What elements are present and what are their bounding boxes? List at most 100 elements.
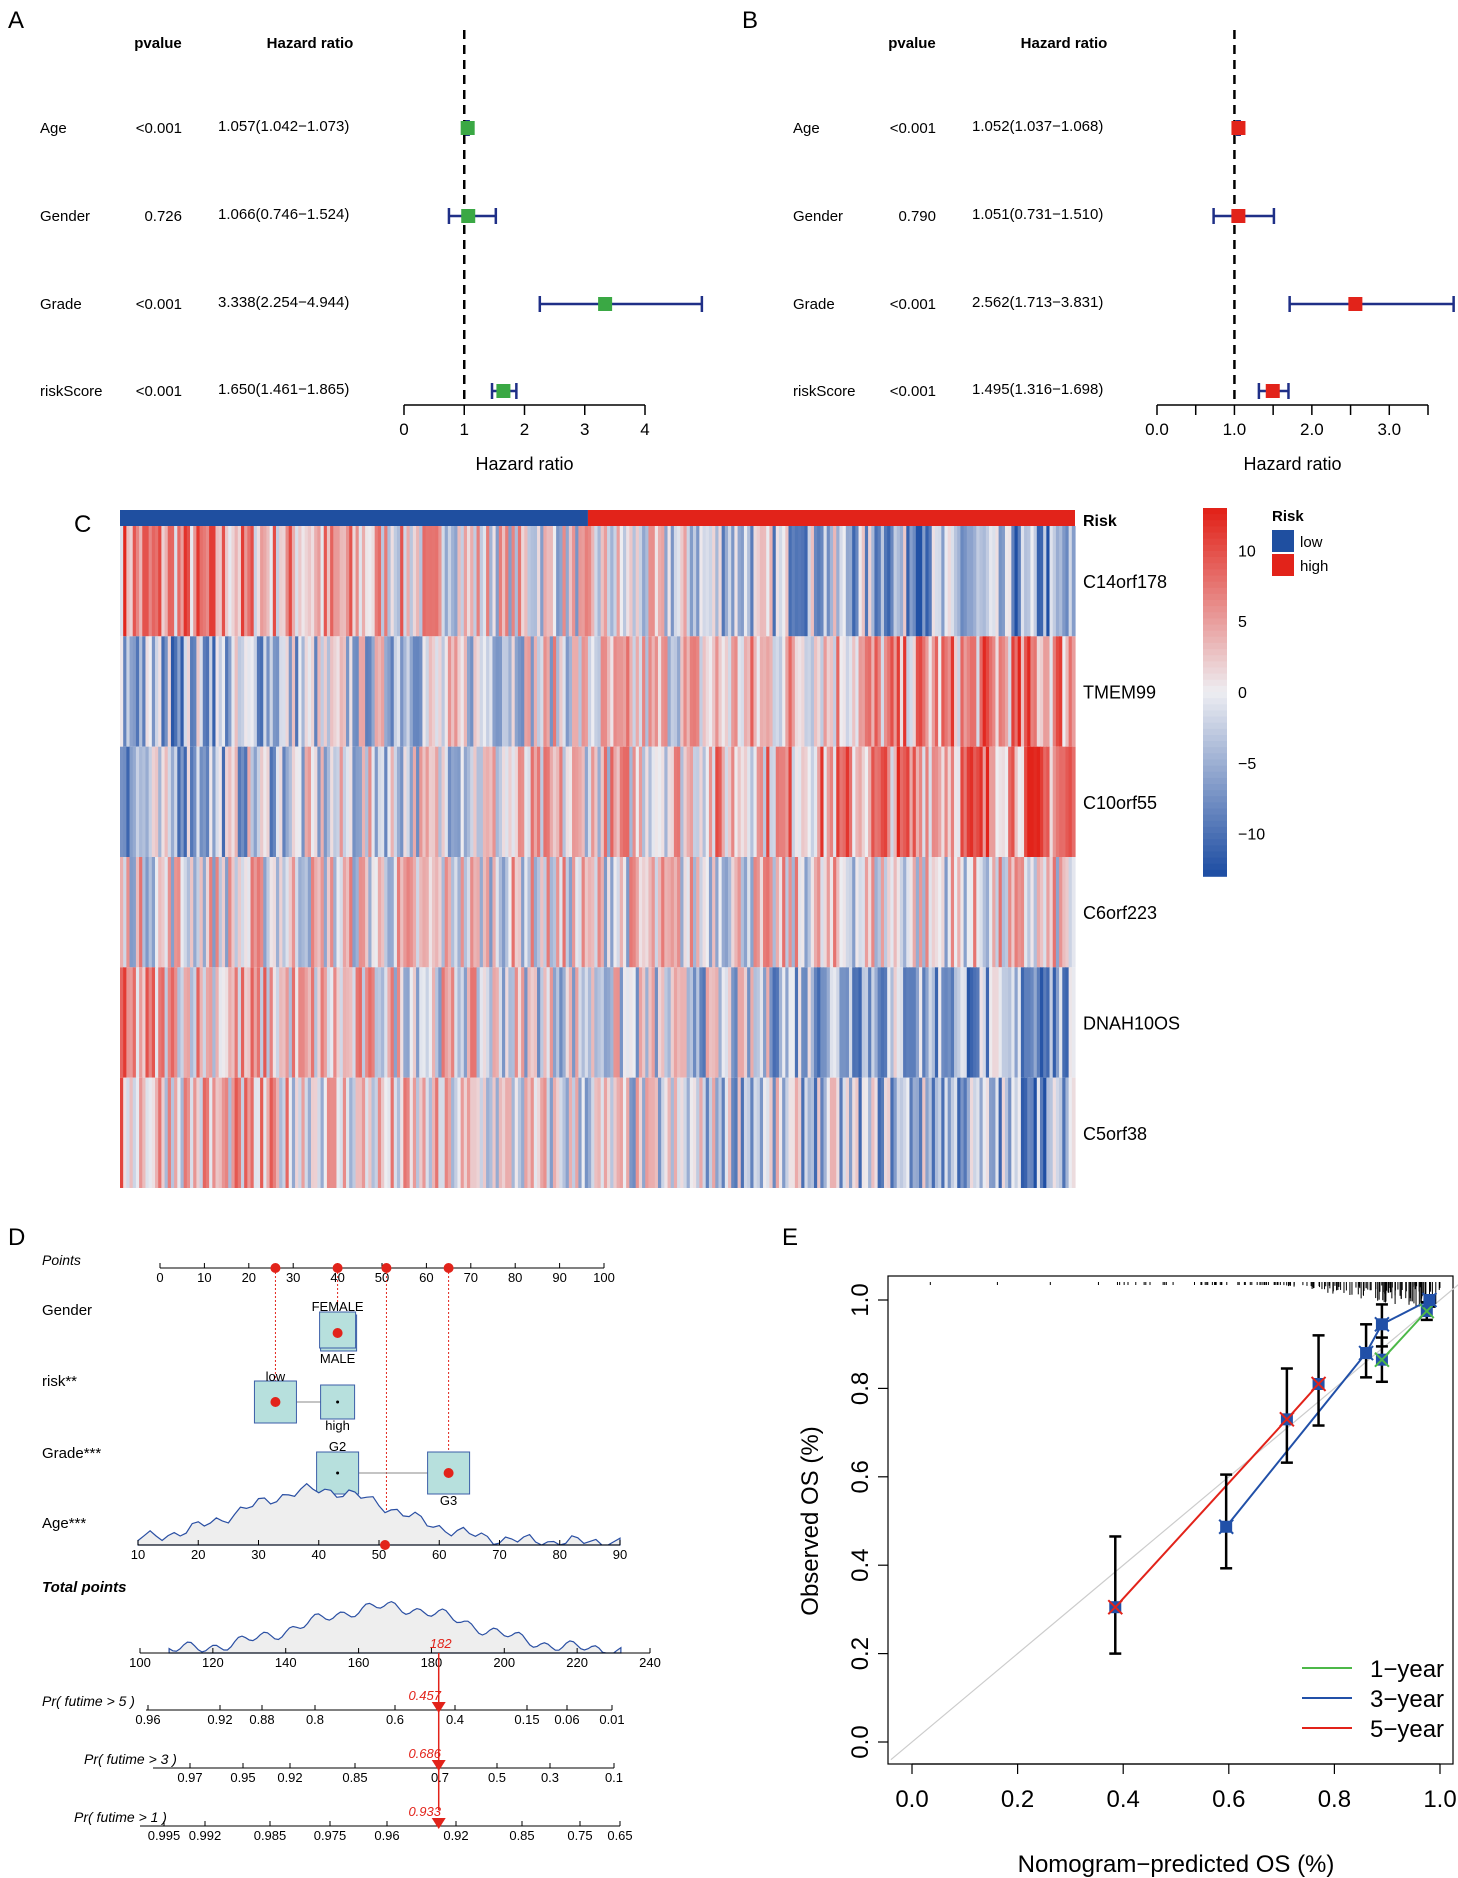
heatmap-cell	[190, 1077, 194, 1188]
x-tick-label: 0	[399, 420, 408, 439]
heatmap-cell	[209, 526, 213, 637]
heatmap-cell	[702, 857, 707, 968]
heatmap-cell	[374, 967, 379, 1078]
heatmap-cell	[1065, 636, 1070, 747]
heatmap-cell	[979, 746, 984, 857]
heatmap-cell	[431, 857, 436, 968]
prob-1-tick-label: 0.88	[249, 1712, 274, 1727]
heatmap-cell	[339, 746, 344, 857]
heatmap-cell	[648, 636, 653, 747]
heatmap-cell	[734, 857, 739, 968]
data-point-x	[1374, 1316, 1390, 1333]
heatmap-cell	[855, 857, 860, 968]
heatmap-cell	[919, 636, 923, 747]
heatmap-cell	[969, 857, 974, 968]
heatmap-cell	[218, 746, 223, 857]
heatmap-cell	[221, 636, 226, 747]
heatmap-cell	[568, 857, 573, 968]
heatmap-cell	[982, 967, 987, 1078]
heatmap-cell	[489, 857, 494, 968]
heatmap-cell	[871, 1077, 876, 1188]
heatmap-cell	[731, 857, 735, 968]
heatmap-cell	[724, 636, 729, 747]
heatmap-cell	[759, 526, 764, 637]
heatmap-cell	[307, 526, 312, 637]
heatmap-cell	[145, 526, 150, 637]
heatmap-cell	[151, 857, 156, 968]
heatmap-cell	[1043, 1077, 1047, 1188]
heatmap-cell	[915, 857, 920, 968]
heatmap-cell	[622, 636, 627, 747]
heatmap-cell	[212, 636, 217, 747]
heatmap-cell	[314, 746, 318, 857]
heatmap-cell	[778, 967, 783, 1078]
heatmap-cell	[260, 636, 264, 747]
heatmap-cell	[342, 636, 347, 747]
heatmap-cell	[275, 746, 280, 857]
heatmap-cell	[1017, 526, 1022, 637]
heatmap-cell	[183, 636, 188, 747]
heatmap-cell	[747, 526, 751, 637]
heatmap-cell	[323, 746, 328, 857]
heatmap-cell	[330, 1077, 334, 1188]
heatmap-cell	[708, 967, 713, 1078]
heatmap-cell	[973, 1077, 977, 1188]
heatmap-cell	[861, 526, 866, 637]
heatmap-cell	[922, 967, 926, 1078]
heatmap-cell	[425, 857, 430, 968]
heatmap-cell	[193, 636, 197, 747]
heatmap-cell	[240, 857, 245, 968]
heatmap-cell	[1046, 857, 1051, 968]
heatmap-cell	[785, 967, 790, 1078]
heatmap-cell	[677, 746, 681, 857]
heatmap-cell	[482, 636, 487, 747]
heatmap-cell	[575, 967, 579, 1078]
age-marker	[380, 1540, 391, 1550]
heatmap-cell	[654, 1077, 659, 1188]
heatmap-cell	[798, 746, 802, 857]
heatmap-cell	[390, 636, 395, 747]
colorbar-segment	[1203, 845, 1227, 853]
data-point-x	[1218, 1519, 1234, 1535]
heatmap-cell	[743, 526, 748, 637]
heatmap-cell	[473, 1077, 478, 1188]
x-tick-label: 1.0	[1423, 1786, 1456, 1813]
heatmap-cell	[326, 746, 331, 857]
heatmap-cell	[871, 746, 876, 857]
heatmap-cell	[371, 857, 376, 968]
heatmap-cell	[607, 526, 611, 637]
heatmap-cell	[422, 1077, 427, 1188]
heatmap-cell	[1020, 526, 1025, 637]
heatmap-cell	[533, 636, 538, 747]
heatmap-cell	[858, 1077, 863, 1188]
heatmap-cell	[587, 746, 592, 857]
colorbar-segment	[1203, 636, 1227, 644]
heatmap-cell	[651, 1077, 656, 1188]
heatmap-cell	[734, 967, 739, 1078]
hr-marker-age	[460, 121, 475, 135]
heatmap-cell	[661, 857, 665, 968]
colorbar-segment	[1203, 741, 1227, 748]
heatmap-cell	[393, 857, 398, 968]
heatmap-cell	[476, 746, 481, 857]
heatmap-cell	[336, 636, 341, 747]
heatmap-cell	[801, 967, 806, 1078]
colorbar-segment	[1203, 839, 1227, 847]
heatmap-cell	[753, 526, 758, 637]
heatmap-cell	[788, 967, 793, 1078]
heatmap-cell	[221, 857, 226, 968]
heatmap-cell	[295, 526, 299, 637]
heatmap-cell	[864, 746, 869, 857]
heatmap-cell	[215, 526, 220, 637]
heatmap-cell	[969, 967, 974, 1078]
heatmap-cell	[712, 857, 716, 968]
heatmap-cell	[256, 746, 261, 857]
heatmap-cell	[441, 967, 446, 1078]
gene-label-c14orf178: C14orf178	[1083, 572, 1167, 592]
heatmap-cell	[890, 1077, 895, 1188]
heatmap-cell	[798, 967, 802, 1078]
heatmap-cell	[435, 1077, 439, 1188]
heatmap-cell	[708, 746, 713, 857]
heatmap-cell	[941, 967, 946, 1078]
